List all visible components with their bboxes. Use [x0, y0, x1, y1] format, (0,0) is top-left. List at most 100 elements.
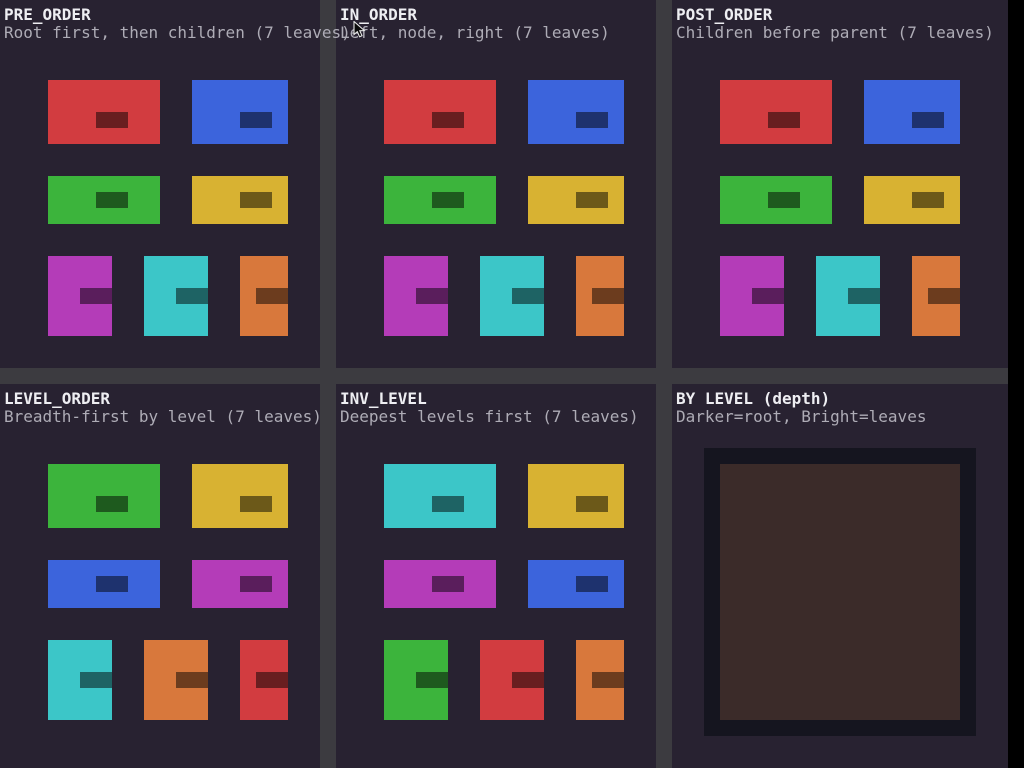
gap-horizontal [0, 368, 1008, 384]
panel-in-order: IN_ORDER Left, node, right (7 leaves) [336, 0, 656, 368]
leaf-inner-mark [96, 576, 128, 592]
panel-subtitle: Root first, then children (7 leaves) [4, 23, 351, 42]
leaf-inner-mark [240, 112, 272, 128]
leaf-inner-mark [576, 576, 608, 592]
panel-title: PRE_ORDER [4, 5, 91, 24]
leaf-inner-mark [432, 112, 464, 128]
panel-subtitle: Breadth-first by level (7 leaves) [4, 407, 322, 426]
leaf-block-green [384, 640, 448, 720]
leaf-inner-mark [80, 288, 112, 304]
leaf-inner-mark [512, 672, 544, 688]
leaf-block-orange [576, 640, 624, 720]
leaf-block-blue [864, 80, 960, 144]
leaf-inner-mark [768, 192, 800, 208]
leaf-block-teal [48, 640, 112, 720]
panel-pre-order: PRE_ORDER Root first, then children (7 l… [0, 0, 351, 368]
leaf-blocks [336, 384, 656, 768]
leaf-inner-mark [416, 672, 448, 688]
leaf-inner-mark [768, 112, 800, 128]
leaf-block-yellow [528, 176, 624, 224]
leaf-block-teal [480, 256, 544, 336]
panel-inv-level: INV_LEVEL Deepest levels first (7 leaves… [336, 384, 656, 768]
leaf-block-yellow [192, 176, 288, 224]
leaf-block-blue [528, 80, 624, 144]
leaf-blocks [672, 0, 1008, 368]
leaf-block-orange [576, 256, 624, 336]
leaf-block-yellow [864, 176, 960, 224]
leaf-inner-mark [576, 192, 608, 208]
leaf-block-green [48, 176, 160, 224]
leaf-inner-mark [432, 192, 464, 208]
leaf-block-green [48, 464, 160, 528]
leaf-inner-mark [96, 496, 128, 512]
panel-title: IN_ORDER [340, 5, 418, 24]
leaf-block-teal [384, 464, 496, 528]
leaf-block-red [384, 80, 496, 144]
leaf-inner-mark [752, 288, 784, 304]
panel-level-order: LEVEL_ORDER Breadth-first by level (7 le… [0, 384, 322, 768]
panel-post-order: POST_ORDER Children before parent (7 lea… [672, 0, 1008, 368]
panel-subtitle: Children before parent (7 leaves) [676, 23, 994, 42]
leaf-inner-mark [256, 672, 288, 688]
leaf-inner-mark [176, 288, 208, 304]
panel-title: BY LEVEL (depth) [676, 389, 831, 408]
leaf-inner-mark [592, 288, 624, 304]
leaf-block-green [720, 176, 832, 224]
leaf-block-orange [912, 256, 960, 336]
mouse-cursor-icon [353, 20, 366, 43]
leaf-block-magenta [720, 256, 784, 336]
leaf-block-teal [144, 256, 208, 336]
leaf-block-orange [144, 640, 208, 720]
leaf-inner-mark [96, 192, 128, 208]
panel-subtitle: Deepest levels first (7 leaves) [340, 407, 639, 426]
leaf-inner-mark [240, 496, 272, 512]
panel-title: INV_LEVEL [340, 389, 427, 408]
leaf-inner-mark [592, 672, 624, 688]
leaf-inner-mark [576, 496, 608, 512]
panel-subtitle: Left, node, right (7 leaves) [340, 23, 610, 42]
gap-vertical-1 [320, 0, 336, 768]
gap-vertical-2 [656, 0, 672, 768]
leaf-block-yellow [192, 464, 288, 528]
leaf-inner-mark [576, 112, 608, 128]
leaf-block-red [240, 640, 288, 720]
leaf-block-magenta [384, 256, 448, 336]
panel-title: POST_ORDER [676, 5, 773, 24]
leaf-inner-mark [848, 288, 880, 304]
leaf-block-blue [528, 560, 624, 608]
leaf-inner-mark [928, 288, 960, 304]
leaf-blocks [0, 384, 320, 768]
leaf-inner-mark [256, 288, 288, 304]
leaf-inner-mark [432, 576, 464, 592]
leaf-blocks [0, 0, 320, 368]
leaf-block-magenta [384, 560, 496, 608]
depth-leaf-square [720, 464, 960, 720]
leaf-inner-mark [240, 576, 272, 592]
leaf-blocks [336, 0, 656, 368]
leaf-block-teal [816, 256, 880, 336]
leaf-inner-mark [80, 672, 112, 688]
leaf-inner-mark [512, 288, 544, 304]
leaf-block-orange [240, 256, 288, 336]
leaf-block-green [384, 176, 496, 224]
leaf-inner-mark [416, 288, 448, 304]
leaf-inner-mark [96, 112, 128, 128]
leaf-inner-mark [176, 672, 208, 688]
leaf-block-magenta [48, 256, 112, 336]
panel-title: LEVEL_ORDER [4, 389, 110, 408]
panel-subtitle: Darker=root, Bright=leaves [676, 407, 927, 426]
leaf-block-blue [192, 80, 288, 144]
leaf-block-red [720, 80, 832, 144]
leaf-inner-mark [432, 496, 464, 512]
panel-by-level: BY LEVEL (depth) Darker=root, Bright=lea… [672, 384, 1008, 768]
leaf-block-red [48, 80, 160, 144]
leaf-block-blue [48, 560, 160, 608]
leaf-inner-mark [912, 112, 944, 128]
screen-right-edge [1008, 0, 1024, 768]
leaf-block-magenta [192, 560, 288, 608]
leaf-inner-mark [240, 192, 272, 208]
leaf-block-red [480, 640, 544, 720]
leaf-block-yellow [528, 464, 624, 528]
leaf-inner-mark [912, 192, 944, 208]
